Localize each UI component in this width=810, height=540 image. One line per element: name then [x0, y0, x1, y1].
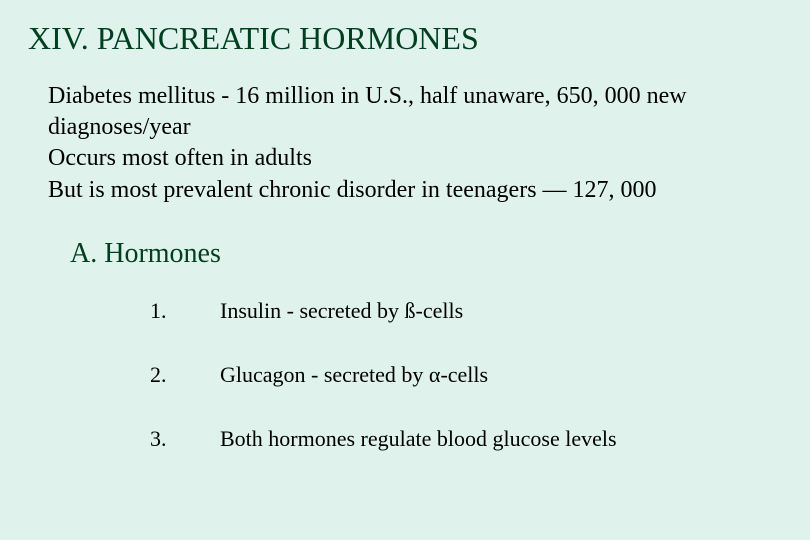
section-heading: A. Hormones	[0, 238, 810, 270]
intro-line-1: Diabetes mellitus - 16 million in U.S., …	[48, 83, 687, 140]
list-text: Insulin - secreted by ß-cells	[220, 298, 463, 324]
list-item: 1. Insulin - secreted by ß-cells	[150, 298, 810, 324]
list-text: Glucagon - secreted by α-cells	[220, 362, 488, 388]
list-item: 2. Glucagon - secreted by α-cells	[150, 362, 810, 388]
intro-line-2: Occurs most often in adults	[48, 145, 312, 171]
list-item: 3. Both hormones regulate blood glucose …	[150, 426, 810, 452]
hormone-list: 1. Insulin - secreted by ß-cells 2. Gluc…	[0, 298, 810, 452]
intro-text: Diabetes mellitus - 16 million in U.S., …	[0, 81, 810, 206]
list-number: 1.	[150, 298, 220, 324]
list-number: 3.	[150, 426, 220, 452]
list-number: 2.	[150, 362, 220, 388]
intro-line-3: But is most prevalent chronic disorder i…	[48, 177, 657, 203]
slide-title: XIV. PANCREATIC HORMONES	[0, 20, 810, 57]
list-text: Both hormones regulate blood glucose lev…	[220, 426, 617, 452]
